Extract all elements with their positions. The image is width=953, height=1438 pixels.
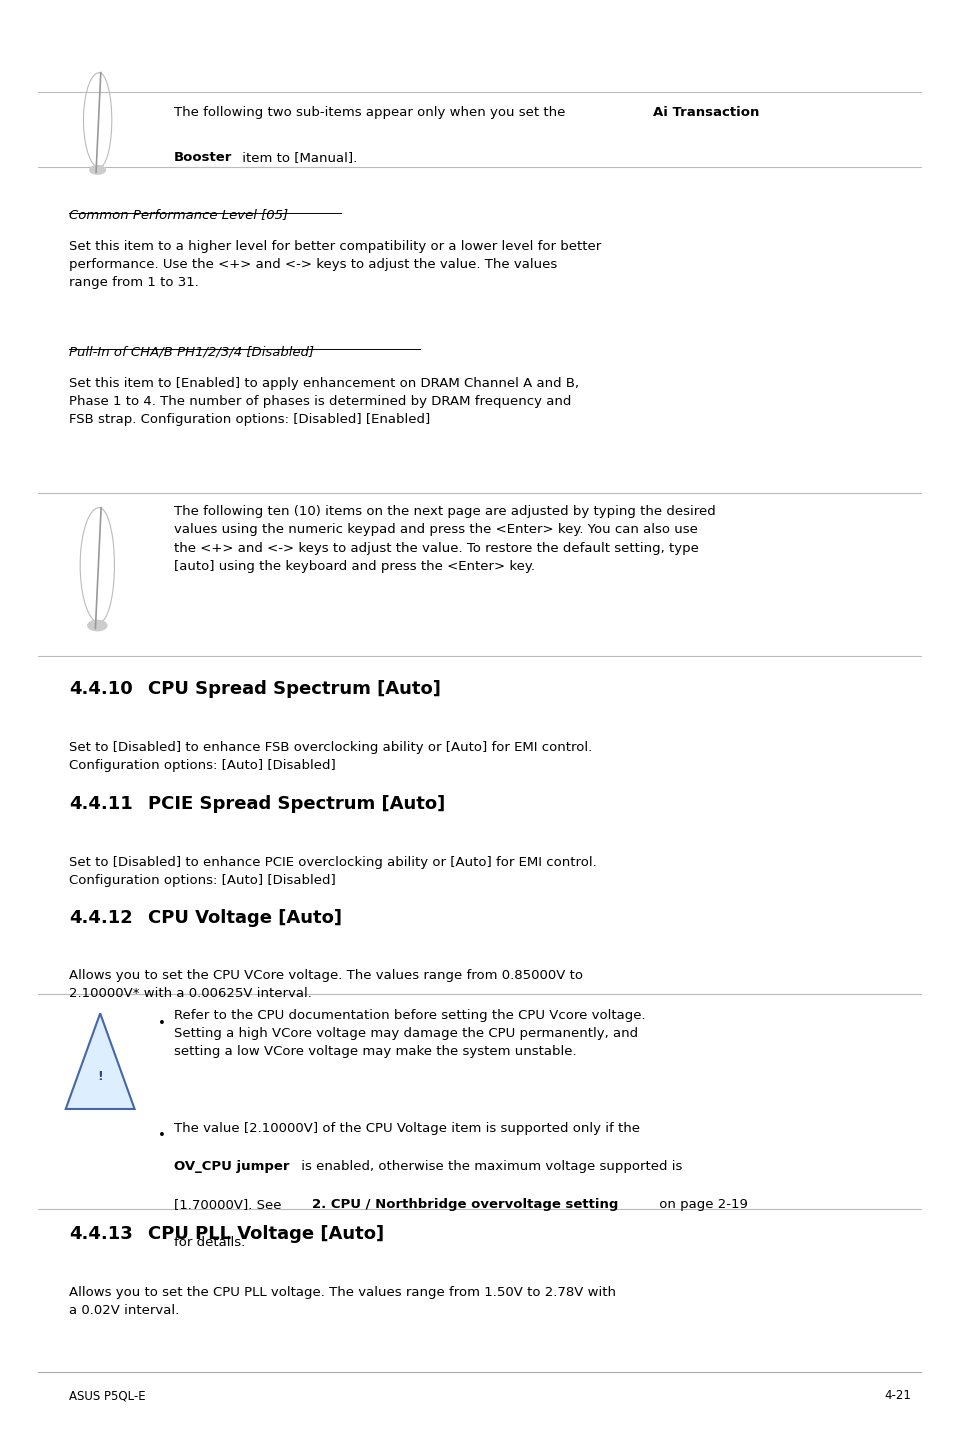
Text: Pull-In of CHA/B PH1/2/3/4 [Disabled]: Pull-In of CHA/B PH1/2/3/4 [Disabled]	[69, 345, 314, 358]
Text: Common Performance Level [05]: Common Performance Level [05]	[69, 209, 288, 221]
Text: Ai Transaction: Ai Transaction	[652, 106, 759, 119]
Text: OV_CPU jumper: OV_CPU jumper	[173, 1159, 289, 1173]
Text: The value [2.10000V] of the CPU Voltage item is supported only if the: The value [2.10000V] of the CPU Voltage …	[173, 1122, 639, 1135]
Text: on page 2-19: on page 2-19	[655, 1198, 747, 1211]
Text: The following two sub-items appear only when you set the: The following two sub-items appear only …	[173, 106, 569, 119]
Text: [1.70000V]. See: [1.70000V]. See	[173, 1198, 285, 1211]
Text: 4-21: 4-21	[883, 1389, 910, 1402]
Ellipse shape	[90, 165, 106, 174]
Text: Set this item to [Enabled] to apply enhancement on DRAM Channel A and B,
Phase 1: Set this item to [Enabled] to apply enha…	[69, 377, 578, 426]
Text: •: •	[158, 1129, 166, 1142]
Text: CPU PLL Voltage [Auto]: CPU PLL Voltage [Auto]	[148, 1225, 384, 1244]
Text: 4.4.10: 4.4.10	[69, 680, 132, 699]
Text: 4.4.12: 4.4.12	[69, 909, 132, 928]
Text: for details.: for details.	[173, 1237, 245, 1250]
Text: 4.4.11: 4.4.11	[69, 795, 132, 814]
Text: Allows you to set the CPU PLL voltage. The values range from 1.50V to 2.78V with: Allows you to set the CPU PLL voltage. T…	[69, 1286, 615, 1317]
Text: •: •	[158, 1017, 166, 1030]
Text: Booster: Booster	[173, 151, 232, 164]
Text: 2. CPU / Northbridge overvoltage setting: 2. CPU / Northbridge overvoltage setting	[312, 1198, 618, 1211]
Ellipse shape	[88, 620, 107, 631]
Text: 4.4.13: 4.4.13	[69, 1225, 132, 1244]
Text: !: !	[97, 1070, 103, 1083]
Text: ASUS P5QL-E: ASUS P5QL-E	[69, 1389, 145, 1402]
Text: The following ten (10) items on the next page are adjusted by typing the desired: The following ten (10) items on the next…	[173, 505, 715, 574]
Text: PCIE Spread Spectrum [Auto]: PCIE Spread Spectrum [Auto]	[148, 795, 445, 814]
Text: is enabled, otherwise the maximum voltage supported is: is enabled, otherwise the maximum voltag…	[296, 1159, 681, 1173]
Text: Set to [Disabled] to enhance FSB overclocking ability or [Auto] for EMI control.: Set to [Disabled] to enhance FSB overclo…	[69, 741, 591, 772]
Polygon shape	[66, 1014, 134, 1109]
Text: Refer to the CPU documentation before setting the CPU Vcore voltage.
Setting a h: Refer to the CPU documentation before se…	[173, 1009, 644, 1058]
Text: Set this item to a higher level for better compatibility or a lower level for be: Set this item to a higher level for bett…	[69, 240, 600, 289]
Text: item to [Manual].: item to [Manual].	[237, 151, 356, 164]
Text: CPU Voltage [Auto]: CPU Voltage [Auto]	[148, 909, 341, 928]
Text: Set to [Disabled] to enhance PCIE overclocking ability or [Auto] for EMI control: Set to [Disabled] to enhance PCIE overcl…	[69, 856, 596, 887]
Text: Allows you to set the CPU VCore voltage. The values range from 0.85000V to
2.100: Allows you to set the CPU VCore voltage.…	[69, 969, 582, 1001]
Text: CPU Spread Spectrum [Auto]: CPU Spread Spectrum [Auto]	[148, 680, 440, 699]
